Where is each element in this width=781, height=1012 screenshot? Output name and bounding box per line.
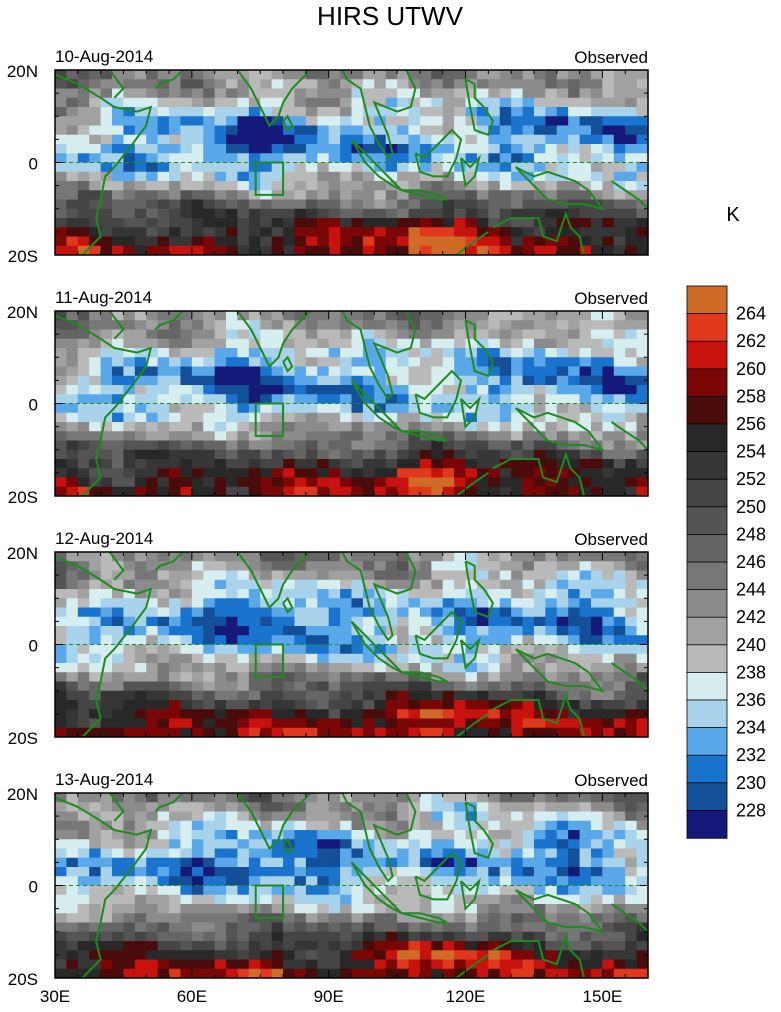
- colorbar-tick-label: 228: [736, 800, 766, 820]
- colorbar-tick-label: 252: [736, 469, 766, 489]
- y-tick-label: 20N: [7, 62, 38, 81]
- y-tick-label: 20S: [8, 729, 38, 748]
- y-tick-label: 20S: [8, 970, 38, 989]
- panel-label: Observed: [574, 48, 648, 67]
- x-tick-label: 150E: [583, 987, 623, 1006]
- panel-label: Observed: [574, 289, 648, 308]
- panels-group: 20N 0 20S 10-Aug-2014 Observed 20N 0 20S 11-Aug-…: [7, 47, 649, 989]
- chart-title: HIRS UTWV: [317, 1, 464, 31]
- y-tick-label: 20N: [7, 303, 38, 322]
- x-tick-label: 90E: [314, 987, 344, 1006]
- map-panel-4: 20N 0 20S 13-Aug-2014 Observed: [7, 770, 649, 989]
- colorbar-swatch: [686, 810, 728, 839]
- colorbar-swatch: [686, 478, 728, 508]
- colorbar: 228 230 232 234 236 238 240 242 244 246 248 250 252 2…: [686, 285, 766, 839]
- colorbar-swatch: [686, 423, 728, 453]
- y-tick-label: 20N: [7, 544, 38, 563]
- x-tick-label: 120E: [446, 987, 486, 1006]
- colorbar-swatch: [686, 782, 728, 812]
- utwv-field: [55, 311, 648, 496]
- y-tick-label: 20N: [7, 785, 38, 804]
- colorbar-tick-label: 246: [736, 552, 766, 572]
- colorbar-tick-label: 234: [736, 718, 766, 738]
- colorbar-swatch: [686, 313, 728, 342]
- colorbar-tick-label: 248: [736, 524, 766, 544]
- colorbar-swatch: [686, 727, 728, 756]
- colorbar-tick-label: 254: [736, 442, 766, 462]
- colorbar-swatch: [686, 561, 728, 591]
- y-tick-label: 0: [29, 155, 38, 174]
- colorbar-tick-label: 260: [736, 359, 766, 379]
- panel-label: Observed: [574, 530, 648, 549]
- panel-date: 10-Aug-2014: [55, 47, 153, 66]
- utwv-field: [55, 793, 648, 978]
- panel-date: 11-Aug-2014: [55, 288, 152, 307]
- colorbar-swatch: [686, 451, 728, 480]
- coastline: [55, 70, 648, 255]
- colorbar-tick-label: 256: [736, 414, 766, 434]
- colorbar-tick-label: 250: [736, 497, 766, 517]
- colorbar-tick-label: 258: [736, 386, 766, 406]
- x-axis: 30E 60E 90E 120E 150E: [40, 987, 622, 1006]
- colorbar-swatch: [686, 395, 728, 425]
- colorbar-tick-label: 242: [736, 607, 766, 627]
- y-tick-label: 20S: [8, 247, 38, 266]
- colorbar-swatch: [686, 644, 728, 674]
- colorbar-swatch: [686, 534, 728, 563]
- coastline: [55, 311, 648, 496]
- y-tick-label: 0: [29, 878, 38, 897]
- colorbar-swatch: [686, 699, 728, 729]
- y-tick-label: 0: [29, 396, 38, 415]
- colorbar-tick-label: 240: [736, 635, 766, 655]
- map-panel-2: 20N 0 20S 11-Aug-2014 Observed: [7, 288, 649, 507]
- colorbar-swatch: [686, 616, 728, 646]
- colorbar-unit: K: [726, 204, 740, 226]
- colorbar-tick-label: 262: [736, 331, 766, 351]
- map-panel-3: 20N 0 20S 12-Aug-2014 Observed: [7, 529, 649, 748]
- x-tick-label: 30E: [40, 987, 70, 1006]
- colorbar-swatch: [686, 754, 728, 784]
- colorbar-swatch: [686, 368, 728, 398]
- colorbar-tick-label: 236: [736, 690, 766, 710]
- colorbar-swatch: [686, 589, 728, 618]
- region-box: [254, 884, 285, 919]
- region-box: [254, 402, 285, 437]
- panel-date: 13-Aug-2014: [55, 770, 153, 789]
- region-box: [254, 643, 285, 678]
- colorbar-tick-label: 230: [736, 773, 766, 793]
- colorbar-swatch: [686, 285, 728, 315]
- colorbar-swatch: [686, 506, 728, 536]
- colorbar-tick-label: 264: [736, 304, 766, 324]
- map-panel-1: 20N 0 20S 10-Aug-2014 Observed: [7, 47, 649, 266]
- coastline: [55, 552, 648, 737]
- x-tick-label: 60E: [177, 987, 207, 1006]
- colorbar-swatch: [686, 672, 728, 701]
- utwv-field: [55, 70, 648, 255]
- utwv-field: [55, 552, 648, 737]
- colorbar-swatch: [686, 340, 728, 370]
- y-tick-label: 0: [29, 637, 38, 656]
- colorbar-tick-label: 238: [736, 662, 766, 682]
- region-box: [254, 161, 285, 196]
- y-tick-label: 20S: [8, 488, 38, 507]
- colorbar-tick-label: 244: [736, 580, 766, 600]
- colorbar-tick-label: 232: [736, 745, 766, 765]
- panel-label: Observed: [574, 771, 648, 790]
- panel-date: 12-Aug-2014: [55, 529, 153, 548]
